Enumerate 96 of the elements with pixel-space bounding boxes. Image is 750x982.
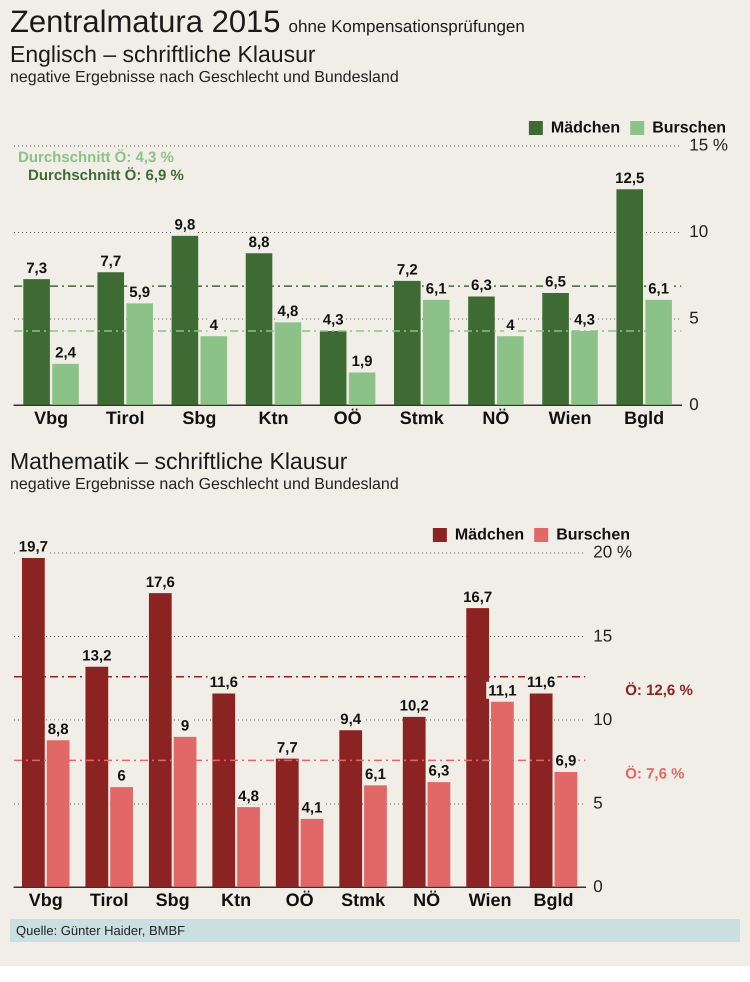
data-label: 4,3	[574, 312, 595, 329]
data-label: 5,9	[129, 284, 150, 302]
x-tick-label: OÖ	[286, 890, 314, 910]
bar	[364, 785, 387, 887]
chart-subtitle: negative Ergebnisse nach Geschlecht und Bundesland	[10, 68, 400, 88]
y-tick-label: 10	[689, 222, 708, 242]
ref-line-label: Durchschnitt Ö: 4,3 %	[18, 149, 174, 166]
data-label: 6	[117, 768, 126, 785]
bar	[402, 716, 426, 887]
legend-label: Burschen	[556, 526, 630, 544]
bar	[212, 693, 236, 887]
bar	[497, 336, 524, 405]
y-tick-label: 10	[593, 710, 612, 729]
bar	[237, 807, 260, 887]
bar	[110, 787, 133, 887]
bar	[428, 782, 450, 887]
x-tick-label: Tirol	[90, 890, 129, 910]
bar	[339, 730, 362, 887]
x-tick-label: Bgld	[534, 890, 574, 910]
y-tick-label: 5	[689, 308, 699, 328]
data-label: 8,8	[248, 234, 270, 251]
x-tick-label: Ktn	[258, 408, 288, 428]
data-label: 2,4	[55, 344, 77, 362]
data-label: 6,5	[545, 274, 566, 291]
data-label: 4,1	[302, 799, 322, 816]
text: Zentralmatura 2015	[10, 4, 281, 40]
chart-subtitle: negative Ergebnisse nach Geschlecht und Bundesland	[10, 475, 400, 495]
data-label: 6,1	[648, 280, 670, 298]
data-label: 4	[210, 316, 219, 334]
chart-title: Englisch – schriftliche Klausur	[10, 40, 317, 68]
data-label: 12,5	[615, 170, 644, 187]
x-tick-label: Wien	[548, 408, 592, 428]
data-label: 9,8	[174, 216, 196, 234]
x-tick-label: NÖ	[413, 890, 440, 910]
x-tick-label: Wien	[468, 890, 512, 910]
bar	[276, 758, 299, 887]
legend-label: Burschen	[652, 119, 726, 136]
bar	[300, 818, 324, 887]
data-label: 7,3	[26, 260, 48, 277]
source-note: Quelle: Günter Haider, BMBF	[10, 919, 740, 942]
bar	[542, 292, 569, 405]
data-label: 16,7	[463, 588, 492, 606]
x-tick-label: NÖ	[482, 408, 510, 428]
y-tick-label: 0	[593, 877, 603, 896]
bar	[52, 364, 79, 405]
x-tick-label: Vbg	[28, 890, 63, 910]
data-label: 11,6	[210, 674, 238, 692]
data-label: 11,6	[526, 674, 556, 692]
data-label: 17,6	[146, 574, 175, 591]
data-label: 6,1	[365, 766, 386, 784]
bar	[530, 693, 553, 887]
data-label: 8,8	[48, 720, 69, 738]
data-label: 9	[180, 718, 190, 735]
x-tick-label: Stmk	[341, 890, 386, 910]
legend-label: Mädchen	[454, 526, 524, 544]
data-label: 4,3	[322, 312, 344, 329]
x-tick-label: Bgld	[624, 408, 664, 428]
data-label: 6,3	[428, 762, 450, 780]
legend-label: Mädchen	[550, 119, 620, 136]
bar	[348, 372, 376, 405]
y-tick-label: 15	[593, 626, 612, 646]
x-tick-label: Sbg	[156, 890, 190, 910]
data-label: 11,1	[488, 682, 517, 700]
x-tick-label: Vbg	[34, 408, 68, 428]
data-label: 1,9	[352, 353, 373, 370]
data-label: 7,7	[100, 252, 122, 270]
y-tick-label: 5	[593, 793, 603, 812]
y-tick-label: 15 %	[689, 136, 728, 155]
data-label: 4,8	[278, 303, 298, 320]
bar	[200, 336, 228, 405]
x-tick-label: Ktn	[221, 890, 252, 910]
chart-title: Mathematik – schriftliche Klausur	[10, 447, 348, 475]
bar	[320, 331, 346, 405]
y-tick-label: 0	[689, 395, 699, 414]
data-label: 19,7	[18, 538, 48, 556]
data-label: 7,2	[396, 262, 418, 279]
data-label: 7,7	[276, 739, 298, 756]
bar	[554, 772, 578, 887]
data-label: 13,2	[82, 647, 112, 664]
x-tick-label: Sbg	[182, 408, 216, 428]
text: ohne Kompensationsprüfungen	[288, 17, 525, 37]
ref-line-label: Ö: 7,6 %	[625, 765, 684, 782]
data-label: 9,4	[340, 710, 362, 728]
data-label: 4	[506, 316, 516, 334]
x-tick-label: Stmk	[400, 408, 445, 428]
data-label: 6,1	[426, 280, 447, 298]
data-label: 6,9	[555, 752, 576, 770]
bar	[468, 296, 495, 405]
data-label: 4,8	[238, 788, 259, 805]
data-label: 10,2	[400, 697, 429, 714]
y-tick-label: 20 %	[593, 542, 632, 562]
data-label: 6,3	[471, 277, 492, 294]
ref-line-label: Ö: 12,6 %	[625, 682, 693, 699]
ref-line-label: Durchschnitt Ö: 6,9 %	[28, 167, 184, 184]
x-tick-label: OÖ	[334, 408, 362, 428]
x-tick-label: Tirol	[106, 408, 145, 428]
